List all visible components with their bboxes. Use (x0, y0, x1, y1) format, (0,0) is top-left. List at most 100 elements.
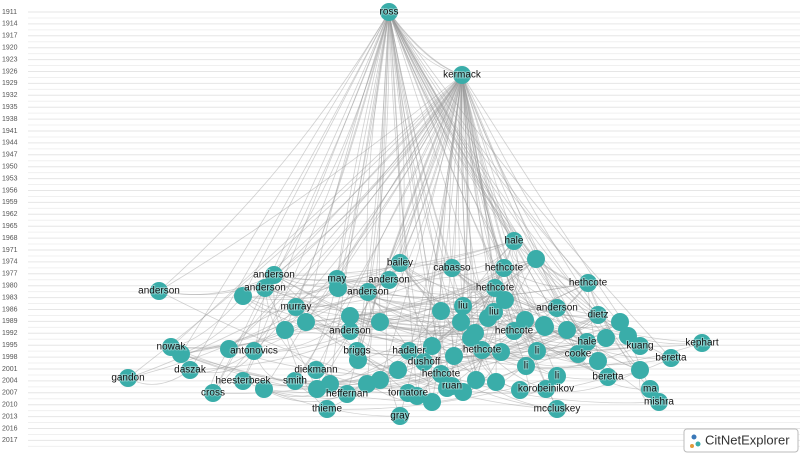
citation-link (367, 282, 589, 299)
citation-link (461, 74, 515, 242)
citation-link (356, 74, 463, 352)
publication-node (234, 372, 252, 390)
publication-node (359, 283, 377, 301)
citation-link (189, 11, 390, 371)
node-label: kuang (626, 341, 653, 352)
citation-link (388, 11, 641, 347)
publication-node (150, 282, 168, 300)
citation-link (379, 321, 515, 338)
publication-node (389, 361, 407, 379)
publication-node (505, 322, 523, 340)
citation-link (493, 311, 579, 355)
node-label: cooke (565, 349, 592, 360)
publication-node (181, 361, 199, 379)
citation-link (388, 11, 607, 339)
citation-link (431, 74, 463, 403)
citation-link (587, 282, 651, 390)
node-label: ma (643, 384, 657, 395)
citation-link (388, 11, 558, 410)
citation-link (264, 287, 317, 371)
publication-node (328, 270, 346, 288)
citation-link (461, 74, 489, 319)
citation-link (388, 11, 401, 264)
citation-link (399, 262, 489, 319)
year-label: 1941 (2, 128, 18, 135)
citation-link (263, 74, 463, 390)
year-grid: 1911 1914 1917 1920 1923 1926 1929 1932 1935 1938… (2, 9, 800, 447)
publication-node (631, 337, 649, 355)
year-label: 1953 (2, 175, 18, 182)
citation-link (180, 287, 339, 355)
publication-node (338, 385, 356, 403)
publication-node (443, 259, 461, 277)
citation-link (388, 11, 537, 260)
node-label: tornatore (388, 388, 428, 399)
publication-node (548, 299, 566, 317)
publication-node (473, 341, 491, 359)
citation-link (158, 74, 463, 292)
node-label: thieme (312, 404, 342, 415)
citation-link (349, 315, 515, 336)
citation-link (170, 315, 351, 348)
year-label: 2001 (2, 366, 18, 373)
citation-link (253, 74, 463, 352)
year-label: 2007 (2, 390, 18, 397)
year-label: 1983 (2, 294, 18, 301)
citation-link (388, 11, 453, 387)
publication-node (307, 361, 325, 379)
year-label: 1971 (2, 247, 18, 254)
publication-node (423, 393, 441, 411)
year-label: 1929 (2, 80, 18, 87)
node-label: anderson (536, 303, 578, 314)
citation-link (460, 282, 589, 323)
year-label: 1998 (2, 354, 18, 361)
citation-link (399, 74, 463, 264)
node-label: hadeler (392, 346, 426, 357)
citation-link (284, 319, 526, 337)
year-label: 1944 (2, 140, 18, 147)
node-label: hale (505, 236, 524, 247)
year-label: 1974 (2, 259, 18, 266)
citation-link (336, 74, 463, 280)
citation-link (458, 74, 464, 307)
citation-link (461, 74, 505, 269)
year-label: 1989 (2, 318, 18, 325)
citation-link (356, 11, 390, 352)
publication-node (341, 322, 359, 340)
node-label: dushoff (408, 357, 441, 368)
publication-node (245, 342, 263, 360)
node-label: kephart (685, 338, 719, 349)
citation-link (461, 74, 599, 316)
node-label: murray (280, 302, 311, 313)
citation-link (170, 74, 463, 348)
citation-link (264, 240, 515, 289)
citation-link (388, 11, 464, 393)
node-label: anderson (368, 275, 410, 286)
publication-node (569, 345, 587, 363)
logo-box (683, 428, 799, 453)
citation-link (388, 11, 545, 326)
citation-link (379, 307, 558, 327)
publication-node (391, 254, 409, 272)
publication-node (662, 349, 680, 367)
citation-link (349, 319, 526, 337)
citation-link (158, 290, 381, 381)
node-label: cross (201, 388, 225, 399)
publication-node (321, 375, 339, 393)
citation-link (242, 11, 390, 382)
citation-link (388, 11, 599, 316)
year-label: 1992 (2, 330, 18, 337)
publication-node (535, 316, 553, 334)
citation-link (388, 11, 477, 381)
publication-node (589, 306, 607, 324)
citation-link (461, 74, 505, 269)
publication-node (631, 361, 649, 379)
citation-link (228, 74, 463, 350)
year-label: 1932 (2, 92, 18, 99)
logo[interactable]: CitNetExplorer (683, 428, 799, 453)
citation-link (356, 11, 390, 352)
citation-link (180, 11, 390, 355)
citation-link (399, 74, 463, 417)
logo-icon (690, 444, 694, 448)
